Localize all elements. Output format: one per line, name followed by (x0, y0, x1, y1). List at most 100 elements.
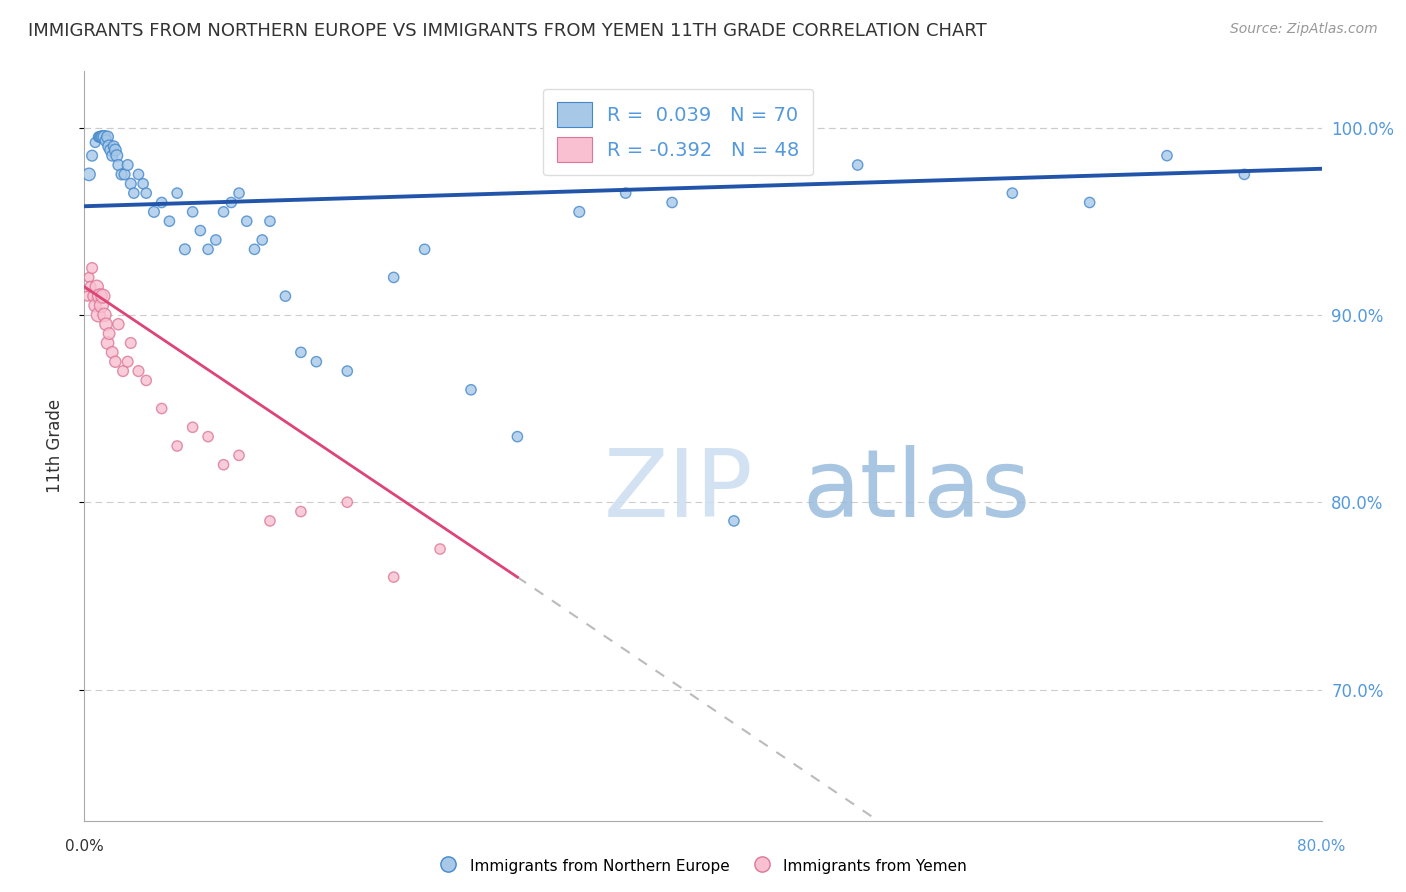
Point (166, 186, 188, 201)
Point (91, 289, 114, 303)
Point (228, 449, 250, 463)
Point (127, 168, 149, 182)
Point (120, 336, 142, 351)
Point (77, 270, 100, 285)
Point (90, 130, 112, 145)
Point (1156, 149, 1178, 163)
Point (259, 214, 281, 228)
Point (110, 168, 132, 182)
Point (150, 401, 173, 416)
Point (250, 233, 273, 247)
Point (429, 542, 451, 557)
Point (87, 308, 110, 322)
Point (93, 308, 115, 322)
Point (87, 130, 110, 145)
Point (114, 168, 136, 182)
Point (846, 158, 869, 172)
Point (82, 261, 104, 276)
Point (382, 570, 405, 584)
Point (89, 289, 111, 303)
Point (159, 214, 180, 228)
Point (117, 355, 139, 369)
Point (104, 355, 127, 369)
Point (101, 345, 124, 359)
Point (1001, 186, 1024, 201)
Point (91, 130, 114, 145)
Point (105, 149, 128, 163)
Point (96, 336, 118, 351)
Point (127, 364, 149, 378)
Y-axis label: 11th Grade: 11th Grade (45, 399, 63, 493)
Point (1078, 195, 1101, 210)
Point (197, 430, 219, 444)
Point (104, 143, 127, 157)
Text: 0.0%: 0.0% (65, 839, 104, 855)
Point (174, 243, 197, 257)
Point (96, 130, 118, 145)
Point (132, 177, 155, 191)
Point (83, 289, 105, 303)
Point (274, 289, 297, 303)
Point (614, 186, 637, 201)
Text: ZIP: ZIP (605, 445, 754, 537)
Point (212, 205, 235, 219)
Point (77, 168, 100, 182)
Point (336, 495, 359, 509)
Point (181, 420, 204, 434)
Point (84, 136, 107, 150)
Point (86, 280, 108, 294)
Point (100, 143, 122, 157)
Point (117, 158, 139, 172)
Point (235, 214, 259, 228)
Text: 80.0%: 80.0% (1298, 839, 1346, 855)
Point (122, 186, 145, 201)
Point (101, 149, 124, 163)
Point (221, 195, 243, 210)
Point (460, 383, 482, 397)
Point (290, 505, 312, 519)
Point (94, 134, 117, 148)
Point (382, 270, 405, 285)
Point (107, 318, 129, 332)
Point (305, 355, 328, 369)
Point (107, 158, 129, 172)
Point (89, 130, 111, 145)
Point (413, 243, 436, 257)
Point (98, 326, 121, 341)
Text: IMMIGRANTS FROM NORTHERN EUROPE VS IMMIGRANTS FROM YEMEN 11TH GRADE CORRELATION : IMMIGRANTS FROM NORTHERN EUROPE VS IMMIG… (28, 22, 987, 40)
Legend: R =  0.039   N = 70, R = -0.392   N = 48: R = 0.039 N = 70, R = -0.392 N = 48 (543, 88, 813, 176)
Point (661, 195, 683, 210)
Point (84, 299, 107, 313)
Point (143, 205, 166, 219)
Point (723, 514, 745, 528)
Point (197, 243, 219, 257)
Point (205, 233, 228, 247)
Point (212, 458, 235, 472)
Point (166, 439, 188, 453)
Point (506, 430, 529, 444)
Point (150, 195, 173, 210)
Point (336, 364, 359, 378)
Point (259, 514, 281, 528)
Text: atlas: atlas (801, 445, 1031, 537)
Point (135, 374, 157, 388)
Point (135, 186, 157, 201)
Point (112, 364, 135, 378)
Legend: Immigrants from Northern Europe, Immigrants from Yemen: Immigrants from Northern Europe, Immigra… (433, 852, 973, 880)
Point (90, 299, 112, 313)
Point (228, 186, 250, 201)
Point (568, 205, 591, 219)
Point (290, 345, 312, 359)
Point (120, 177, 142, 191)
Point (181, 205, 204, 219)
Point (1233, 168, 1256, 182)
Point (98, 139, 121, 153)
Point (94, 318, 117, 332)
Point (243, 243, 266, 257)
Text: Source: ZipAtlas.com: Source: ZipAtlas.com (1230, 22, 1378, 37)
Point (79, 280, 101, 294)
Point (82, 149, 104, 163)
Point (103, 139, 125, 153)
Point (93, 130, 115, 145)
Point (76, 289, 98, 303)
